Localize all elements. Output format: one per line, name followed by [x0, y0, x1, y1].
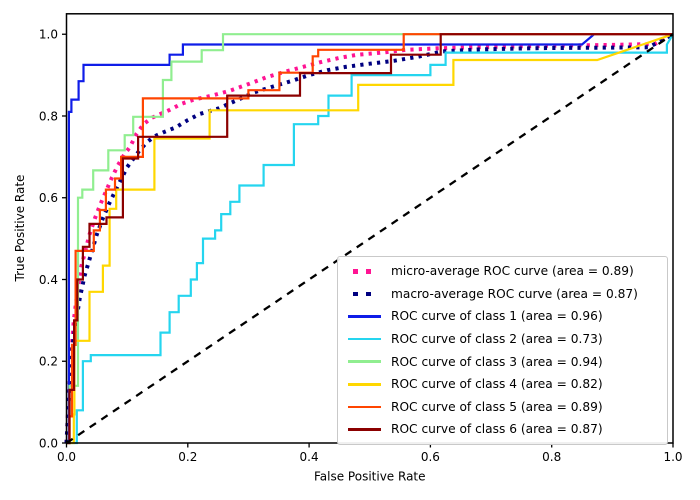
y-tick-label: 0.8: [39, 109, 58, 123]
x-tick-label: 0.6: [421, 450, 440, 464]
legend-line-swatch-icon: [348, 359, 381, 365]
legend-item-class-4: ROC curve of class 4 (area = 0.82): [348, 373, 661, 396]
y-tick-label: 0.6: [39, 191, 58, 205]
legend-line: [348, 428, 381, 431]
legend-line-swatch-icon: [348, 336, 381, 342]
y-tick-label: 1.0: [39, 28, 58, 42]
x-tick-label: 0.2: [178, 450, 197, 464]
y-tick-label: 0.4: [39, 273, 58, 287]
legend-label: ROC curve of class 3 (area = 0.94): [391, 354, 603, 369]
y-tick-label: 0.0: [39, 436, 58, 450]
curve-class-6: [66, 33, 673, 445]
legend-line: [348, 337, 381, 341]
legend-label: micro-average ROC curve (area = 0.89): [391, 264, 634, 279]
legend-item-class-5: ROC curve of class 5 (area = 0.89): [348, 396, 661, 419]
legend-label: ROC curve of class 6 (area = 0.87): [391, 422, 603, 437]
curve-chance-diagonal: [65, 33, 674, 444]
legend-item-macro-average: macro-average ROC curve (area = 0.87): [348, 283, 661, 306]
x-tick-label: 0.8: [542, 450, 561, 464]
legend-item-class-1: ROC curve of class 1 (area = 0.96): [348, 305, 661, 328]
legend: micro-average ROC curve (area = 0.89) mac…: [337, 256, 668, 445]
curve-class-3: [66, 33, 673, 445]
legend-item-class-6: ROC curve of class 6 (area = 0.87): [348, 418, 661, 441]
legend-dot: [366, 291, 371, 297]
legend-dotted-line-swatch-icon: [348, 291, 381, 297]
legend-label: ROC curve of class 1 (area = 0.96): [391, 309, 603, 324]
legend-dot: [366, 269, 371, 274]
curve-micro-average: [64, 32, 674, 444]
legend-line: [348, 382, 381, 386]
x-tick-label: 0.4: [300, 450, 319, 464]
legend-dot: [353, 269, 358, 274]
y-axis-label: True Positive Rate: [13, 175, 27, 283]
legend-label: macro-average ROC curve (area = 0.87): [391, 286, 638, 301]
legend-line-swatch-icon: [348, 404, 381, 410]
legend-line: [348, 405, 381, 409]
legend-label: ROC curve of class 4 (area = 0.82): [391, 377, 603, 392]
y-tick-label: 0.2: [39, 355, 58, 369]
legend-item-class-3: ROC curve of class 3 (area = 0.94): [348, 350, 661, 373]
legend-line-swatch-icon: [348, 381, 381, 387]
x-axis-label: False Positive Rate: [314, 470, 426, 484]
legend-label: ROC curve of class 2 (area = 0.73): [391, 332, 603, 347]
legend-item-micro-average: micro-average ROC curve (area = 0.89): [348, 260, 661, 283]
legend-label: ROC curve of class 5 (area = 0.89): [391, 399, 603, 414]
legend-dotted-line-swatch-icon: [348, 268, 381, 274]
legend-item-class-2: ROC curve of class 2 (area = 0.73): [348, 328, 661, 351]
legend-dot: [353, 291, 358, 297]
legend-line: [348, 315, 381, 318]
legend-line: [348, 360, 381, 363]
x-tick-label: 1.0: [663, 450, 682, 464]
legend-line-swatch-icon: [348, 426, 381, 432]
x-tick-label: 0.0: [57, 450, 76, 464]
curve-class-2: [66, 33, 674, 445]
curve-class-1: [66, 33, 673, 445]
legend-line-swatch-icon: [348, 313, 381, 319]
